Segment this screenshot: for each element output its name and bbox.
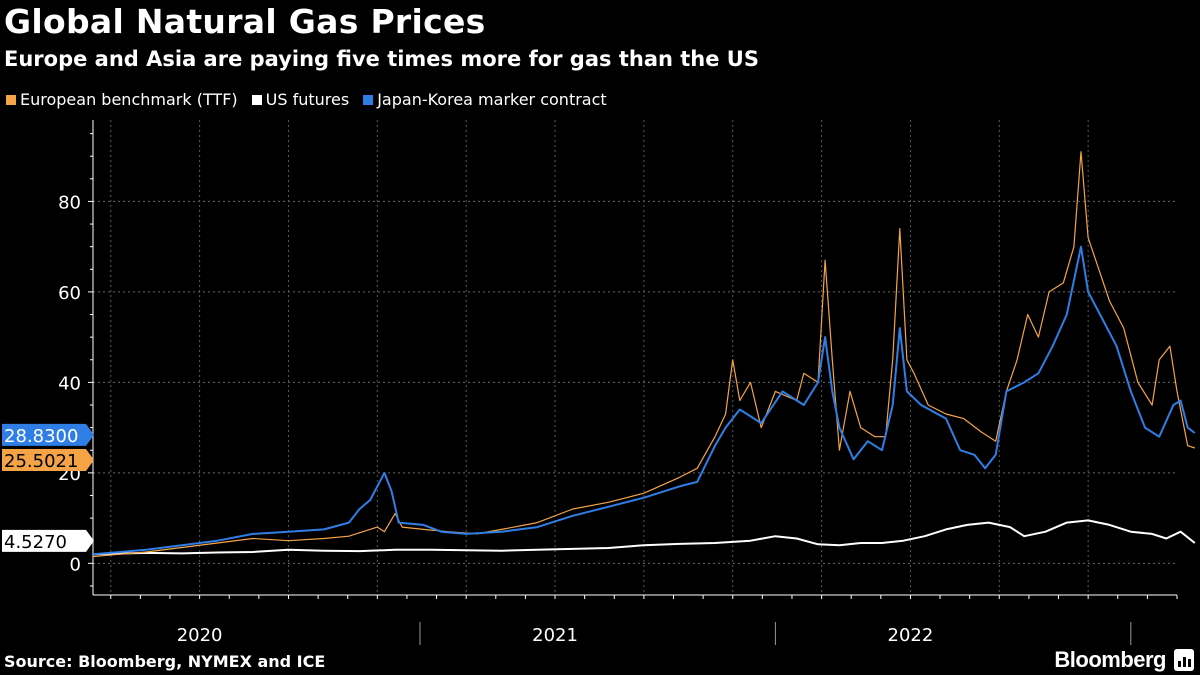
y-tick-label: 0: [70, 554, 81, 575]
chart-subtitle: Europe and Asia are paying five times mo…: [4, 47, 759, 71]
legend-label-ttf: European benchmark (TTF): [20, 90, 238, 109]
last-value-label: 4.5270: [4, 532, 67, 553]
source-note: Source: Bloomberg, NYMEX and ICE: [4, 652, 326, 671]
last-value-tag: [2, 448, 94, 471]
chart-title: Global Natural Gas Prices: [4, 2, 486, 41]
legend-label-us: US futures: [265, 90, 350, 109]
legend-swatch-ttf: [6, 94, 16, 105]
series-line-jkm: [92, 245, 1196, 556]
y-tick-label: 60: [58, 283, 81, 304]
y-tick-label: 80: [58, 192, 81, 213]
bloomberg-chart-icon: [1174, 649, 1194, 671]
chart-legend: European benchmark (TTF) US futures Japa…: [6, 90, 607, 109]
legend-swatch-jkm: [363, 94, 374, 105]
bloomberg-logo: Bloomberg: [1054, 647, 1166, 672]
x-year-label: 2020: [177, 625, 223, 646]
legend-item-us: US futures: [251, 90, 350, 109]
y-tick-label: 40: [58, 373, 81, 394]
series-line-ttf: [92, 151, 1195, 558]
legend-item-jkm: Japan-Korea marker contract: [363, 90, 607, 109]
last-value-tag: [2, 423, 94, 446]
legend-label-jkm: Japan-Korea marker contract: [377, 90, 607, 109]
legend-item-ttf: European benchmark (TTF): [6, 90, 238, 109]
last-value-label: 28.8300: [4, 426, 78, 447]
legend-swatch-us: [251, 94, 262, 105]
x-year-label: 2022: [888, 625, 934, 646]
series-line-us: [92, 519, 1196, 556]
last-value-tag: [2, 529, 94, 552]
last-value-label: 25.5021: [4, 451, 78, 472]
x-year-label: 2021: [532, 625, 578, 646]
